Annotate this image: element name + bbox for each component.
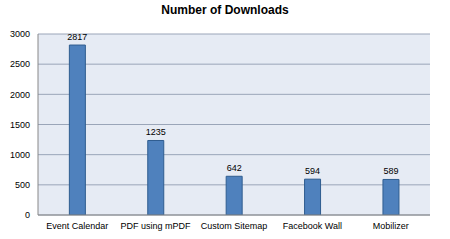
svg-text:642: 642 [227, 163, 242, 173]
svg-text:594: 594 [305, 166, 320, 176]
svg-text:Mobilizer: Mobilizer [373, 221, 409, 231]
svg-text:589: 589 [383, 166, 398, 176]
svg-text:1500: 1500 [10, 120, 30, 130]
svg-text:3000: 3000 [10, 29, 30, 39]
svg-text:500: 500 [15, 180, 30, 190]
svg-text:PDF using mPDF: PDF using mPDF [121, 221, 192, 231]
svg-text:2500: 2500 [10, 59, 30, 69]
svg-text:Facebook Wall: Facebook Wall [283, 221, 342, 231]
html-text:Number of Downloads: Number of Downloads [161, 3, 289, 17]
svg-text:2000: 2000 [10, 90, 30, 100]
svg-text:1235: 1235 [146, 127, 166, 137]
svg-text:0: 0 [25, 210, 30, 220]
svg-text:1000: 1000 [10, 150, 30, 160]
svg-text:Custom Sitemap: Custom Sitemap [201, 221, 268, 231]
svg-text:2817: 2817 [67, 32, 87, 42]
svg-text:Event Calendar: Event Calendar [46, 221, 108, 231]
